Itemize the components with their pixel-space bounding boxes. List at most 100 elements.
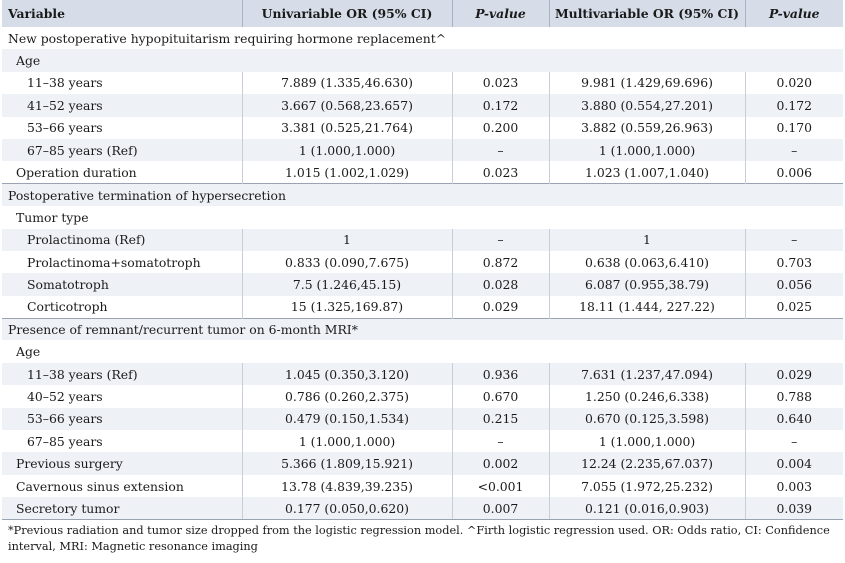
univariable-or-cell: 1.015 (1.002,1.029) (241, 161, 452, 184)
univariable-p-cell: 0.172 (451, 94, 549, 117)
variable-cell: Cavernous sinus extension (16, 478, 184, 494)
univariable-or-cell: 7.889 (1.335,46.630) (241, 71, 452, 95)
table-footnote: *Previous radiation and tumor size dropp… (8, 524, 830, 553)
variable-cell: Corticotroph (27, 299, 108, 315)
univariable-p-cell: 0.029 (451, 295, 549, 319)
univariable-p-cell: 0.002 (451, 452, 549, 475)
table-row: 11–38 years 7.889 (1.335,46.630) 0.023 9.98… (2, 71, 843, 95)
variable-cell: 40–52 years (27, 388, 103, 404)
univariable-or-cell: 1 (1.000,1.000) (241, 430, 452, 453)
multivariable-p-cell: 0.788 (744, 385, 843, 408)
univariable-p-cell: 0.023 (451, 71, 549, 95)
table-row: Operation duration 1.015 (1.002,1.029) 0.0… (2, 161, 843, 184)
table-row: Previous surgery 5.366 (1.809,15.921) 0.00… (2, 452, 843, 475)
univariable-p-cell: 0.936 (451, 362, 549, 386)
multivariable-or-cell: 0.670 (0.125,3.598) (548, 407, 745, 431)
univariable-or-cell: 13.78 (4.839,39.235) (241, 474, 452, 498)
univariable-p-cell: 0.215 (451, 407, 549, 431)
multivariable-or-cell: 18.11 (1.444, 227.22) (548, 295, 745, 319)
table-row: Corticotroph 15 (1.325,169.87) 0.029 18.11 … (2, 295, 843, 319)
multivariable-p-cell: 0.170 (744, 116, 843, 139)
table-row: 53–66 years 3.381 (0.525,21.764) 0.200 3.88… (2, 116, 843, 139)
univariable-or-cell: 0.786 (0.260,2.375) (241, 385, 452, 408)
section-heading: Presence of remnant/recurrent tumor on 6… (2, 317, 843, 341)
multivariable-or-cell: 0.638 (0.063,6.410) (548, 250, 745, 274)
variable-cell: Previous surgery (2, 452, 242, 475)
header-univariable-or: Univariable OR (95% CI) (241, 0, 452, 27)
variable-cell: 41–52 years (2, 94, 242, 117)
variable-cell: Somatotroph (2, 273, 242, 296)
variable-cell: 11–38 years (Ref) (2, 362, 242, 386)
univariable-p-cell: <0.001 (451, 474, 549, 498)
multivariable-or-cell: 1 (548, 228, 745, 251)
table-header-row: Variable Univariable OR (95% CI) P-value… (2, 0, 843, 27)
univariable-or-cell: 1.045 (0.350,3.120) (241, 362, 452, 386)
multivariable-p-cell: 0.006 (744, 161, 843, 184)
regression-table: Variable Univariable OR (95% CI) P-value… (2, 0, 843, 521)
section-heading: New postoperative hypopituitarism requir… (8, 30, 447, 46)
multivariable-or-cell: 1.023 (1.007,1.040) (548, 161, 745, 184)
table-row: Somatotroph 7.5 (1.246,45.15) 0.028 6.087 (… (2, 273, 843, 296)
univariable-p-cell: 0.200 (451, 116, 549, 139)
multivariable-p-cell: 0.004 (744, 452, 843, 475)
multivariable-or-cell: 1.250 (0.246,6.338) (548, 385, 745, 408)
univariable-p-cell: 0.007 (451, 497, 549, 521)
univariable-p-cell: 0.028 (451, 273, 549, 296)
variable-cell: 53–66 years (2, 407, 242, 431)
multivariable-or-cell: 7.055 (1.972,25.232) (548, 474, 745, 498)
header-multivariable-p: P-value (744, 0, 843, 27)
multivariable-or-cell: 7.631 (1.237,47.094) (548, 362, 745, 386)
multivariable-p-cell: – (744, 228, 843, 251)
univariable-p-cell: – (451, 228, 549, 251)
univariable-or-cell: 3.667 (0.568,23.657) (241, 94, 452, 117)
section-heading: Postoperative termination of hypersecret… (2, 183, 843, 207)
header-multivariable-or: Multivariable OR (95% CI) (548, 0, 745, 27)
multivariable-or-cell: 6.087 (0.955,38.79) (548, 273, 745, 296)
table-row: 53–66 years 0.479 (0.150,1.534) 0.215 0.670… (2, 407, 843, 431)
univariable-p-cell: 0.670 (451, 385, 549, 408)
regression-table-container: Variable Univariable OR (95% CI) P-value… (2, 0, 843, 554)
table-row: Age (2, 49, 843, 72)
univariable-or-cell: 0.177 (0.050,0.620) (241, 497, 452, 521)
subgroup-heading: Age (2, 49, 843, 72)
table-row: Presence of remnant/recurrent tumor on 6… (2, 317, 843, 341)
univariable-or-cell: 3.381 (0.525,21.764) (241, 116, 452, 139)
variable-cell: Prolactinoma+somatotroph (27, 254, 201, 270)
univariable-or-cell: 0.479 (0.150,1.534) (241, 407, 452, 431)
table-row: Prolactinoma (Ref) 1–1– (2, 228, 843, 251)
multivariable-p-cell: 0.172 (744, 94, 843, 117)
table-row: 40–52 years 0.786 (0.260,2.375) 0.670 1.250… (2, 385, 843, 408)
variable-cell: 11–38 years (27, 75, 103, 91)
table-row: Postoperative termination of hypersecret… (2, 183, 843, 207)
multivariable-p-cell: – (744, 430, 843, 453)
univariable-p-cell: 0.023 (451, 161, 549, 184)
multivariable-or-cell: 1 (1.000,1.000) (548, 430, 745, 453)
variable-cell: Operation duration (16, 164, 137, 180)
variable-cell: 67–85 years (27, 433, 103, 449)
multivariable-p-cell: 0.640 (744, 407, 843, 431)
multivariable-p-cell: 0.039 (744, 497, 843, 521)
univariable-p-cell: – (451, 138, 549, 162)
table-row: 41–52 years 3.667 (0.568,23.657) 0.172 3.88… (2, 94, 843, 117)
table-row: 67–85 years 1 (1.000,1.000) –1 (1.000,1.00… (2, 430, 843, 453)
univariable-p-cell: 0.872 (451, 250, 549, 274)
multivariable-p-cell: – (744, 138, 843, 162)
variable-cell: Secretory tumor (2, 497, 242, 521)
multivariable-or-cell: 9.981 (1.429,69.696) (548, 71, 745, 95)
univariable-or-cell: 1 (1.000,1.000) (241, 138, 452, 162)
univariable-or-cell: 0.833 (0.090,7.675) (241, 250, 452, 274)
multivariable-p-cell: 0.029 (744, 362, 843, 386)
multivariable-or-cell: 0.121 (0.016,0.903) (548, 497, 745, 521)
univariable-or-cell: 15 (1.325,169.87) (241, 295, 452, 319)
subgroup-heading: Tumor type (16, 209, 89, 225)
variable-cell: Prolactinoma (Ref) (2, 228, 242, 251)
multivariable-or-cell: 3.880 (0.554,27.201) (548, 94, 745, 117)
multivariable-p-cell: 0.703 (744, 250, 843, 274)
table-row: Prolactinoma+somatotroph 0.833 (0.090,7.6… (2, 250, 843, 274)
univariable-or-cell: 5.366 (1.809,15.921) (241, 452, 452, 475)
table-body: New postoperative hypopituitarism requir… (2, 27, 843, 521)
header-variable: Variable (8, 6, 66, 21)
multivariable-p-cell: 0.003 (744, 474, 843, 498)
univariable-p-cell: – (451, 430, 549, 453)
table-row: 11–38 years (Ref) 1.045 (0.350,3.120) 0.93… (2, 362, 843, 386)
